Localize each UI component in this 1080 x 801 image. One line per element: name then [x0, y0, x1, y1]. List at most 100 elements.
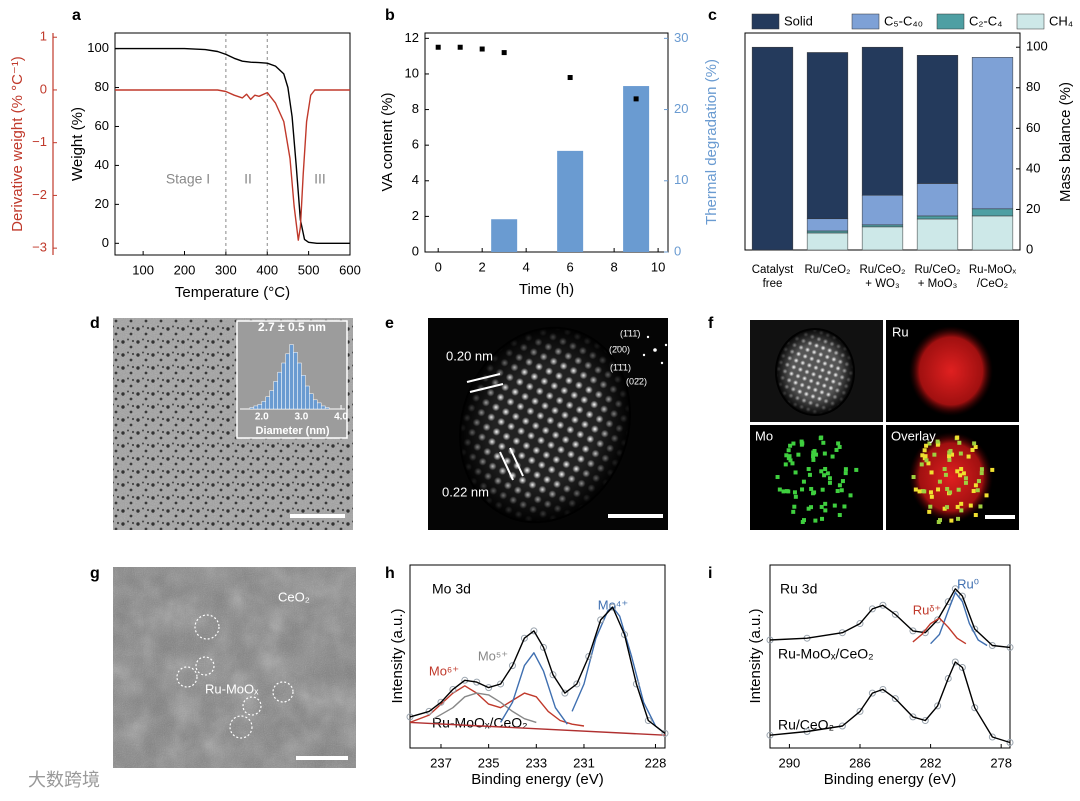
data-point	[485, 684, 493, 692]
annotation: Ru-MoOₓ/CeO₂	[778, 646, 874, 662]
y2-tick-label: 0	[40, 81, 47, 96]
image-noise	[113, 567, 356, 768]
speckle	[975, 488, 980, 493]
x-axis-label: Binding energy (eV)	[824, 771, 957, 788]
annotation: II	[244, 171, 252, 187]
y-tick-label: 0	[1026, 241, 1033, 256]
series-line	[769, 588, 1011, 649]
speckle	[787, 454, 792, 459]
y-tick-label: 80	[1026, 79, 1040, 94]
x-tick-label: 10	[651, 259, 665, 274]
x-tick-label: Ru/CeO₂ + MoO₃	[914, 264, 960, 290]
panel-letter: c	[708, 7, 717, 24]
legend-label: CH₄	[1049, 13, 1073, 28]
data-point	[479, 46, 485, 52]
speckle	[784, 453, 789, 458]
speckle	[811, 457, 816, 462]
x-tick-label: 8	[611, 259, 618, 274]
y2-tick-label: −3	[32, 240, 47, 255]
y-axis-label: Intensity (a.u.)	[747, 608, 764, 703]
label-line: + WO₃	[865, 278, 900, 290]
data-point	[988, 733, 996, 741]
histogram-bar	[301, 375, 306, 410]
histogram-bar	[297, 362, 302, 410]
data-point	[868, 605, 876, 613]
data-point	[609, 603, 617, 611]
speckle	[926, 461, 931, 466]
speckle	[837, 513, 842, 518]
speckle	[958, 473, 963, 478]
speckle	[947, 450, 952, 455]
data-point	[501, 50, 507, 56]
label-line: Catalyst	[752, 264, 794, 276]
legend-swatch	[936, 13, 965, 30]
speckle	[949, 518, 954, 523]
panel-letter: a	[72, 7, 81, 24]
x-tick-label: 4	[523, 259, 530, 274]
y-tick-label: 100	[1026, 39, 1048, 54]
fft-label: (1̄11̄)	[620, 328, 640, 338]
histogram-bar	[317, 402, 322, 410]
speckle	[830, 454, 835, 459]
y-tick-label: 4	[412, 172, 419, 187]
data-point	[891, 610, 899, 618]
bar-segment	[861, 46, 904, 196]
speckle	[792, 504, 797, 509]
data-point	[585, 653, 593, 660]
speckle	[835, 489, 840, 494]
x-tick-label: 2	[479, 259, 486, 274]
image-label: Ru-MoOₓ	[205, 681, 259, 696]
series-label: Ru⁰	[957, 576, 979, 591]
data-point	[868, 689, 876, 697]
scale-bar	[296, 756, 348, 760]
cluster-marks	[176, 614, 294, 739]
bar-segment	[971, 215, 1014, 251]
data-point	[856, 620, 864, 628]
scale-bar	[608, 514, 663, 518]
y-tick-label: 10	[405, 65, 419, 80]
speckle	[801, 479, 806, 484]
speckle	[990, 467, 995, 472]
speckle	[955, 504, 960, 509]
speckle	[928, 504, 933, 509]
speckle	[813, 518, 818, 523]
y-tick-label: 12	[405, 30, 419, 45]
y-tick-label: 6	[412, 137, 419, 152]
speckle	[792, 490, 797, 495]
speckle	[799, 439, 804, 444]
annotation: Ru/CeO₂	[778, 717, 834, 733]
data-point	[951, 658, 959, 666]
map-label: Mo	[755, 428, 773, 443]
speckle	[950, 452, 955, 457]
speckle	[935, 442, 940, 447]
x-tick-label: 0	[435, 259, 442, 274]
y-tick-label: 40	[1026, 160, 1040, 175]
series-label: Mo⁶⁺	[429, 663, 459, 678]
speckle	[777, 487, 782, 492]
speckle	[955, 435, 960, 440]
fft-label: (02̄2)	[626, 376, 647, 386]
data-point	[539, 643, 547, 651]
y-tick-label: 0	[102, 235, 109, 250]
data-point	[644, 717, 652, 725]
x-tick-label: 3.0	[294, 412, 308, 423]
speckle	[843, 467, 848, 472]
speckle	[959, 508, 964, 513]
speckle	[819, 504, 824, 509]
histogram-bar	[265, 396, 270, 410]
histogram-bar	[277, 371, 282, 410]
data-point	[620, 631, 628, 639]
speckle	[827, 480, 832, 485]
x-tick-label: 233	[525, 755, 547, 770]
ru-signal	[909, 432, 993, 522]
data-point	[425, 707, 433, 715]
bar-segment	[916, 55, 959, 184]
speckle	[822, 451, 827, 456]
speckle	[840, 479, 845, 484]
annotation: Ru-MoOₓ/CeO₂	[432, 715, 528, 731]
data-point	[879, 685, 887, 693]
data-point	[449, 685, 457, 693]
data-point	[951, 585, 959, 593]
x-axis-label: Diameter (nm)	[256, 425, 330, 437]
